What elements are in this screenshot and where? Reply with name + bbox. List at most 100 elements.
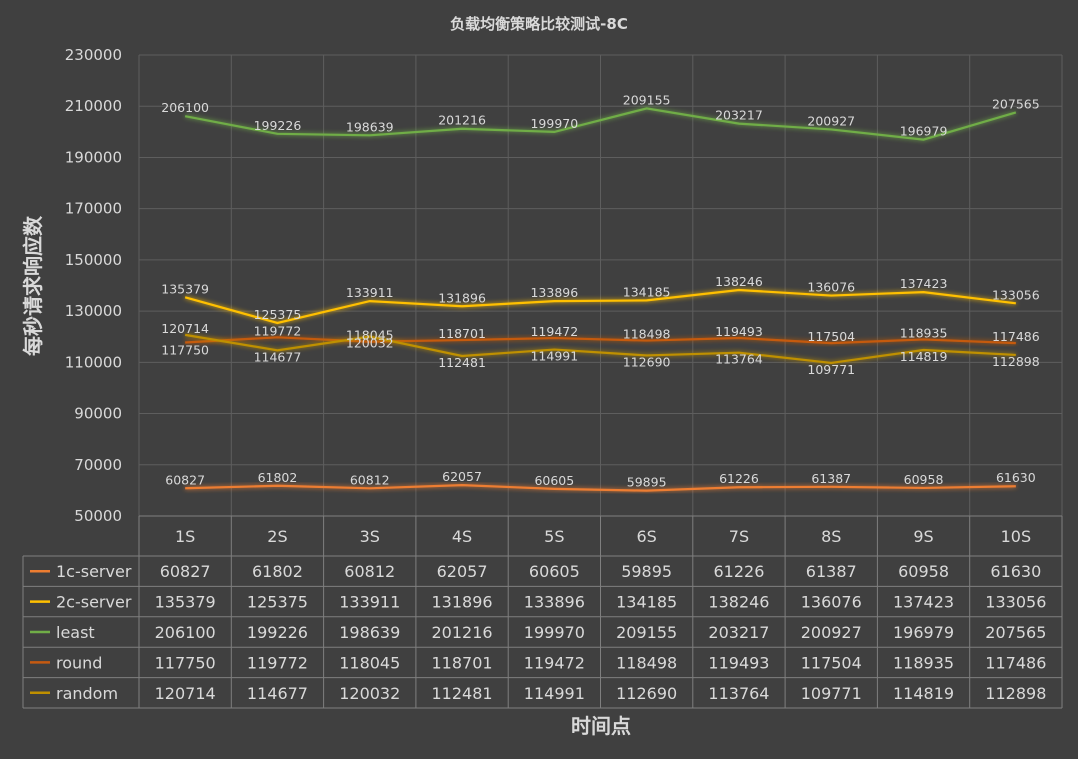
data-label: 203217	[715, 108, 763, 123]
data-label: 209155	[623, 92, 671, 107]
table-cell: 119472	[524, 653, 585, 672]
data-label: 133911	[346, 285, 394, 300]
legend-label: 2c-server	[56, 593, 132, 612]
x-category-label: 2S	[267, 527, 287, 546]
legend-label: 1c-server	[56, 562, 132, 581]
table-cell: 209155	[616, 623, 677, 642]
data-label: 60605	[534, 473, 574, 488]
series-line-round	[185, 336, 1016, 345]
chart-title: 负载均衡策略比较测试-8C	[450, 15, 628, 33]
x-category-label: 5S	[544, 527, 564, 546]
data-label: 131896	[438, 290, 486, 305]
y-tick-label: 190000	[65, 148, 122, 166]
data-label: 114819	[900, 349, 948, 364]
x-category-label: 8S	[821, 527, 841, 546]
data-label: 134185	[623, 284, 671, 299]
data-label: 135379	[161, 281, 209, 296]
y-tick-label: 210000	[65, 97, 122, 115]
table-cell: 117750	[155, 653, 216, 672]
series-line-least	[184, 107, 1017, 141]
y-tick-label: 150000	[65, 251, 122, 269]
y-axis-ticks: 50000 70000 90000 110000 130000 150000 170000 1…	[65, 46, 122, 525]
data-label: 59895	[627, 475, 667, 490]
table-cell: 201216	[432, 623, 493, 642]
table-cell: 119493	[708, 653, 769, 672]
data-label: 119472	[530, 324, 578, 339]
table-cell: 61802	[252, 562, 303, 581]
data-label: 112690	[623, 354, 671, 369]
series-line-1c-server	[185, 484, 1016, 492]
table-cell: 200927	[801, 623, 862, 642]
table-cell: 114991	[524, 684, 585, 703]
x-category-label: 1S	[175, 527, 195, 546]
table-cell: 59895	[621, 562, 672, 581]
data-label: 196979	[900, 124, 948, 139]
table-cell: 117486	[985, 653, 1046, 672]
table-cell: 118498	[616, 653, 677, 672]
data-label: 118498	[623, 327, 671, 342]
y-tick-label: 170000	[65, 200, 122, 218]
table-cell: 60812	[344, 562, 395, 581]
data-label: 114677	[254, 349, 302, 364]
data-label: 61226	[719, 471, 759, 486]
data-label: 119493	[715, 324, 763, 339]
table-cell: 133911	[339, 593, 400, 612]
table-cell: 133056	[985, 593, 1046, 612]
data-label: 61630	[996, 470, 1036, 485]
data-label: 198639	[346, 119, 394, 134]
table-cell: 117504	[801, 653, 862, 672]
legend-label: random	[56, 684, 118, 703]
data-label: 114991	[530, 349, 578, 364]
x-axis-label: 时间点	[571, 714, 631, 738]
table-cell: 112898	[985, 684, 1046, 703]
data-label: 118701	[438, 326, 486, 341]
y-tick-label: 230000	[65, 46, 122, 64]
table-cell: 118045	[339, 653, 400, 672]
data-label: 60958	[904, 472, 944, 487]
table-cell: 134185	[616, 593, 677, 612]
table-cell: 199226	[247, 623, 308, 642]
data-label: 109771	[807, 362, 855, 377]
table-cell: 206100	[155, 623, 216, 642]
data-label: 138246	[715, 274, 763, 289]
data-label: 120032	[346, 336, 394, 351]
table-cell: 119772	[247, 653, 308, 672]
data-label: 125375	[254, 307, 302, 322]
data-label: 117486	[992, 329, 1040, 344]
data-labels: 60827 61802 60812 62057 60605 59895 61226 61387…	[161, 92, 1039, 489]
data-label: 112898	[992, 354, 1040, 369]
legend-label: round	[56, 653, 102, 672]
table-cell: 118935	[893, 653, 954, 672]
data-label: 62057	[442, 469, 482, 484]
data-label: 61802	[258, 470, 298, 485]
table-cell: 60605	[529, 562, 580, 581]
data-label: 133896	[530, 285, 578, 300]
table-cell: 199970	[524, 623, 585, 642]
table-cell: 120032	[339, 684, 400, 703]
x-category-label: 9S	[913, 527, 933, 546]
x-category-label: 10S	[1001, 527, 1032, 546]
table-cell: 120714	[155, 684, 216, 703]
data-label: 60827	[165, 472, 205, 487]
table-cell: 196979	[893, 623, 954, 642]
y-axis-label: 每秒请求响应数	[21, 215, 45, 356]
data-label: 199970	[530, 116, 578, 131]
table-cell: 138246	[708, 593, 769, 612]
data-label: 133056	[992, 287, 1040, 302]
data-label: 117750	[161, 342, 209, 357]
y-tick-label: 50000	[74, 507, 122, 525]
x-category-label: 3S	[360, 527, 380, 546]
data-label: 118935	[900, 325, 948, 340]
table-cell: 207565	[985, 623, 1046, 642]
x-category-label: 6S	[636, 527, 656, 546]
data-label: 120714	[161, 321, 209, 336]
legend-label: least	[56, 623, 95, 642]
series-lines	[184, 107, 1017, 492]
table-cell: 109771	[801, 684, 862, 703]
table-cell: 60827	[160, 562, 211, 581]
data-label: 113764	[715, 352, 763, 367]
y-tick-label: 130000	[65, 302, 122, 320]
data-label: 60812	[350, 472, 390, 487]
table-cell: 203217	[708, 623, 769, 642]
series-line-2c-server	[184, 288, 1016, 325]
